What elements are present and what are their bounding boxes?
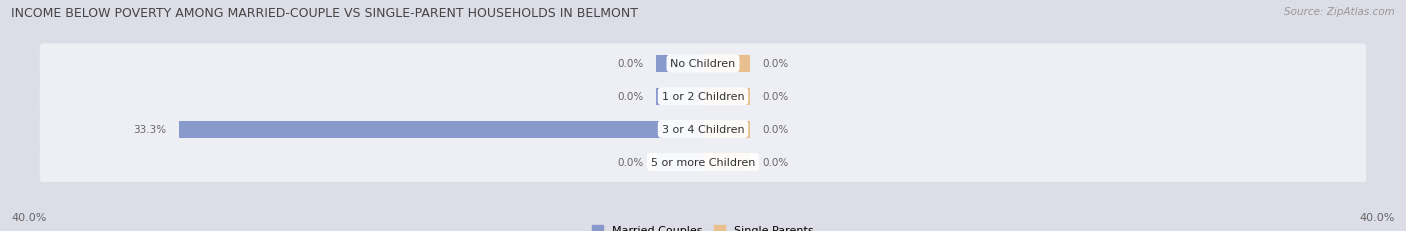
Text: 5 or more Children: 5 or more Children — [651, 157, 755, 167]
Bar — [655, 56, 703, 73]
Text: 0.0%: 0.0% — [763, 59, 789, 69]
Legend: Married Couples, Single Parents: Married Couples, Single Parents — [592, 225, 814, 231]
Text: 40.0%: 40.0% — [1360, 212, 1395, 222]
Text: INCOME BELOW POVERTY AMONG MARRIED-COUPLE VS SINGLE-PARENT HOUSEHOLDS IN BELMONT: INCOME BELOW POVERTY AMONG MARRIED-COUPL… — [11, 7, 638, 20]
Text: 0.0%: 0.0% — [763, 157, 789, 167]
Text: 0.0%: 0.0% — [617, 157, 643, 167]
Text: 0.0%: 0.0% — [763, 92, 789, 102]
Text: 0.0%: 0.0% — [617, 59, 643, 69]
Bar — [703, 56, 751, 73]
FancyBboxPatch shape — [39, 109, 1367, 149]
Text: No Children: No Children — [671, 59, 735, 69]
Text: 3 or 4 Children: 3 or 4 Children — [662, 125, 744, 134]
Bar — [703, 88, 751, 105]
Bar — [655, 154, 703, 171]
Bar — [655, 88, 703, 105]
Text: 1 or 2 Children: 1 or 2 Children — [662, 92, 744, 102]
FancyBboxPatch shape — [39, 44, 1367, 84]
Text: 40.0%: 40.0% — [11, 212, 46, 222]
Bar — [703, 121, 751, 138]
Text: 0.0%: 0.0% — [617, 92, 643, 102]
Bar — [179, 121, 703, 138]
Text: 0.0%: 0.0% — [763, 125, 789, 134]
Text: Source: ZipAtlas.com: Source: ZipAtlas.com — [1284, 7, 1395, 17]
FancyBboxPatch shape — [39, 142, 1367, 182]
Text: 33.3%: 33.3% — [134, 125, 166, 134]
Bar — [703, 154, 751, 171]
FancyBboxPatch shape — [39, 77, 1367, 117]
